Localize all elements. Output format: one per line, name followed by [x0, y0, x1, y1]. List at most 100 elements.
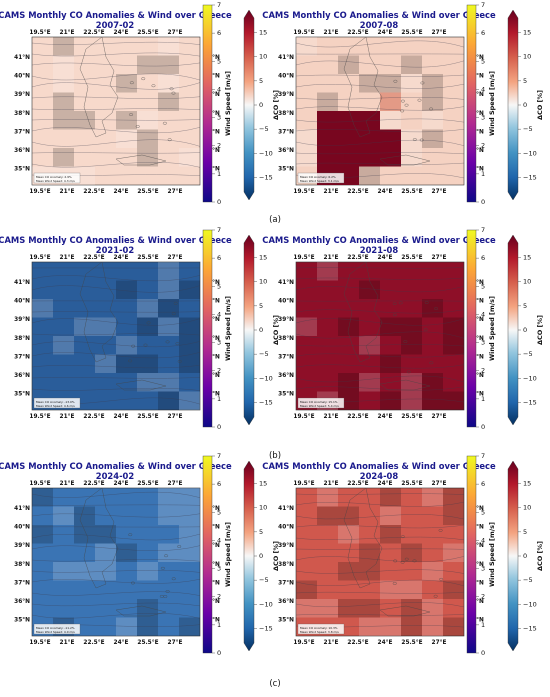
y-tick-label-left: 39°N: [278, 543, 294, 549]
co-cell: [179, 354, 200, 373]
wind-streamline: [295, 386, 465, 391]
y-tick-label-left: 40°N: [14, 299, 30, 305]
x-tick-label-bottom: 24°E: [114, 640, 129, 646]
co-cell: [137, 299, 158, 318]
co-cell: [158, 391, 179, 410]
co-colorbar-tick-label: −15: [523, 625, 537, 633]
co-colorbar-tick-label: 15: [259, 29, 267, 37]
co-cell: [317, 92, 338, 111]
co-cell: [422, 373, 443, 392]
y-tick-label-left: 38°N: [278, 336, 294, 342]
panel-subtitle: 2024-02: [96, 471, 135, 481]
co-cell: [317, 599, 338, 618]
wind-colorbar: 0 1 2 3 4 5 6 7 Wind Speed [m/s]: [202, 452, 232, 657]
stats-inset: Mean CO Anomaly: 15.1%Mean Wind Speed: 5…: [297, 397, 345, 409]
co-cell: [116, 129, 137, 148]
co-cell: [116, 617, 137, 636]
co-cell: [53, 37, 74, 56]
coastline-island: [169, 87, 174, 91]
stats-inset-line: Mean Wind Speed: 5.4 m/s: [300, 404, 339, 408]
wind-colorbar-tick-label: 1: [481, 170, 485, 178]
x-tick-label-bottom: 21°E: [60, 414, 75, 420]
y-tick-label-left: 35°N: [14, 392, 30, 398]
co-hotspot-cell: [338, 129, 359, 148]
wind-streamline: [295, 74, 465, 77]
co-colorbar-label: ΔCO [%]: [272, 315, 280, 345]
y-tick-label-left: 41°N: [14, 506, 30, 512]
wind-colorbar-bar: [202, 229, 213, 428]
coastline-island: [392, 581, 397, 585]
wind-streamline: [295, 139, 465, 146]
y-tick-label-left: 41°N: [14, 55, 30, 61]
x-tick-label-bottom: 27°E: [432, 640, 447, 646]
co-cell: [137, 148, 158, 167]
y-tick-label-left: 38°N: [14, 562, 30, 568]
stats-inset: Mean CO Anomaly: -11.2%Mean Wind Speed: …: [33, 623, 81, 635]
panel-title: CAMS Monthly CO Anomalies & Wind over Gr…: [262, 10, 496, 20]
coastline-crete: [379, 605, 431, 617]
wind-streamline: [31, 96, 201, 99]
y-tick-label-left: 36°N: [278, 148, 294, 154]
wind-streamline: [31, 318, 201, 326]
co-cell: [158, 299, 179, 318]
wind-streamline: [31, 275, 201, 282]
y-tick-label-left: 35°N: [14, 618, 30, 624]
coastline-island: [128, 359, 133, 363]
wind-colorbar-tick-label: 5: [217, 282, 221, 290]
co-cell: [317, 506, 338, 525]
y-tick-label-left: 41°N: [14, 280, 30, 286]
wind-colorbar-tick-label: 1: [481, 395, 485, 403]
coastline-island: [398, 301, 403, 305]
wind-streamline: [295, 524, 465, 529]
x-tick-label-top: 22.5°E: [83, 30, 104, 36]
wind-colorbar-tick-label: 6: [217, 29, 221, 37]
co-anomaly-field: [31, 36, 201, 186]
coastline-island: [433, 594, 438, 598]
y-tick-label-left: 38°N: [14, 111, 30, 117]
wind-colorbar: 0 1 2 3 4 5 6 7 Wind Speed [m/s]: [202, 1, 232, 206]
co-cell: [116, 280, 137, 299]
wind-colorbar: 0 1 2 3 4 5 6 7 Wind Speed [m/s]: [466, 452, 496, 657]
coastline: [343, 36, 434, 166]
co-cell: [422, 391, 443, 410]
y-tick-label-left: 37°N: [14, 354, 30, 360]
coastline-island: [129, 81, 134, 85]
x-tick-label-top: 24°E: [378, 30, 393, 36]
coastline-island: [400, 535, 405, 539]
wind-colorbar-bar: [202, 455, 213, 654]
co-colorbar-label: ΔCO [%]: [272, 90, 280, 120]
co-colorbar: 15 10 5 0 −5 −10 −15 ΔCO [%]: [243, 234, 280, 426]
wind-colorbar-tick-label: 6: [217, 254, 221, 262]
x-tick-label-top: 27°E: [168, 481, 183, 487]
coastline-island: [424, 301, 429, 304]
wind-streamlines: [31, 267, 201, 405]
wind-streamline: [295, 602, 465, 608]
wind-streamline: [295, 353, 465, 358]
co-colorbar-tick-label: −10: [523, 374, 537, 382]
y-tick-label-left: 38°N: [278, 111, 294, 117]
stats-inset: Mean CO Anomaly: 2.9%Mean Wind Speed: 4.…: [33, 172, 81, 184]
wind-streamline: [295, 614, 465, 616]
coastline-island: [167, 138, 172, 142]
wind-streamline: [31, 108, 201, 110]
co-cell: [74, 525, 95, 544]
wind-streamline: [295, 375, 465, 383]
co-anomaly-field: [295, 487, 465, 637]
wind-colorbar-tick-label: 4: [481, 536, 485, 544]
x-tick-label-bottom: 19.5°E: [293, 189, 314, 195]
wind-colorbar-tick-label: 3: [217, 114, 221, 122]
co-cell: [74, 111, 95, 130]
wind-streamline: [295, 118, 465, 123]
co-colorbar-tick-label: −5: [259, 576, 269, 584]
x-tick-label-bottom: 22.5°E: [83, 640, 104, 646]
wind-streamline: [295, 309, 465, 314]
panel-title: CAMS Monthly CO Anomalies & Wind over Gr…: [0, 461, 232, 471]
co-cell: [95, 317, 116, 336]
coastline-island: [164, 554, 169, 558]
wind-streamline: [295, 277, 465, 280]
co-cell: [158, 55, 179, 74]
x-tick-label-top: 25.5°E: [137, 255, 158, 261]
y-tick-label-left: 39°N: [14, 543, 30, 549]
co-cell: [359, 599, 380, 618]
coastline-mainland: [343, 487, 383, 589]
